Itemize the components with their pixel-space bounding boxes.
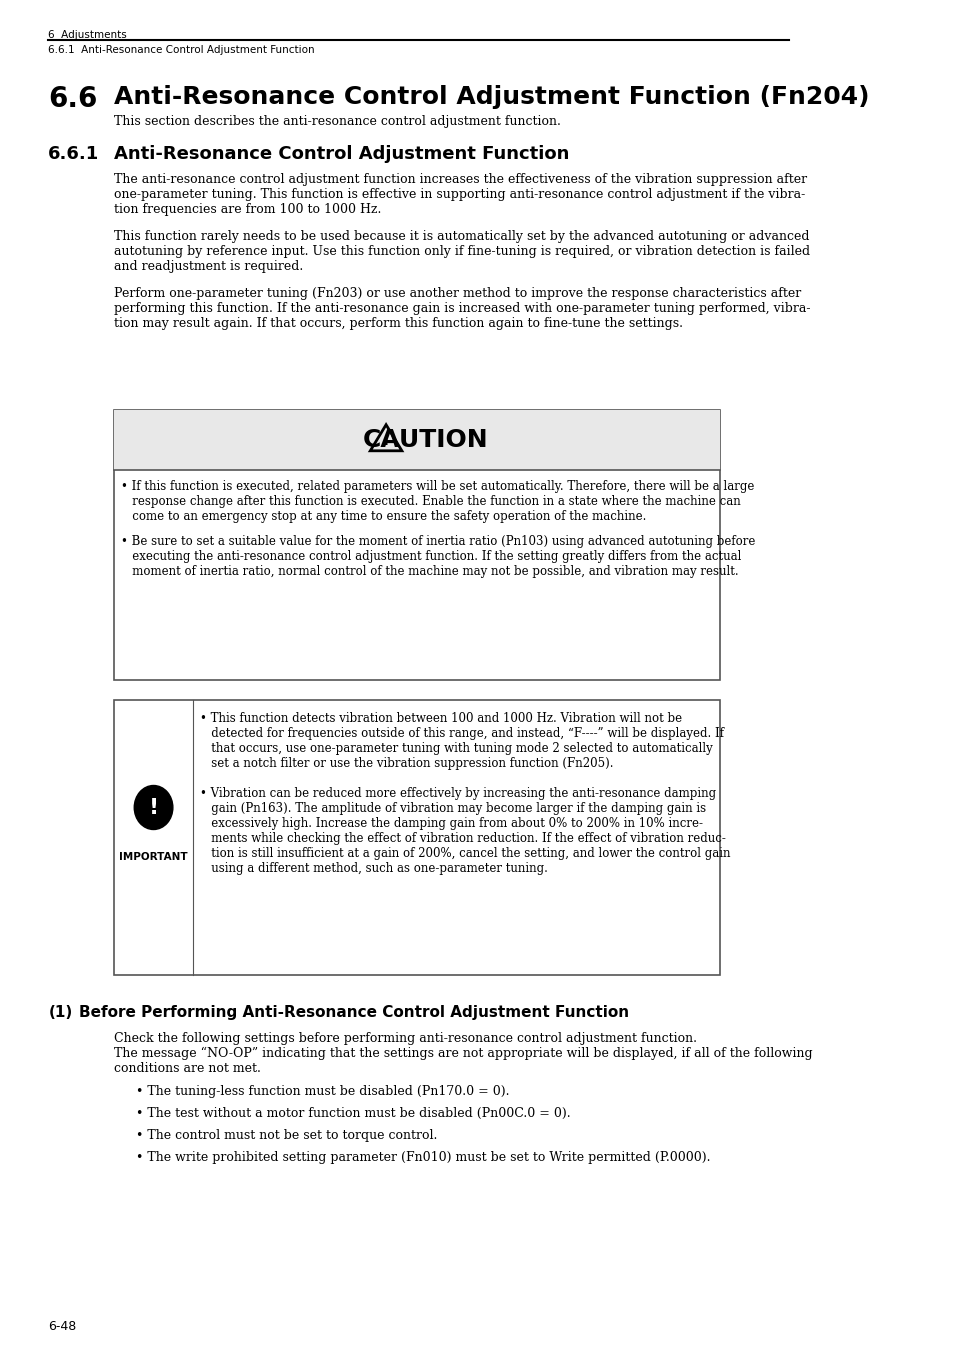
Text: Check the following settings before performing anti-resonance control adjustment: Check the following settings before perf…: [114, 1031, 812, 1076]
Text: • This function detects vibration between 100 and 1000 Hz. Vibration will not be: • This function detects vibration betwee…: [200, 711, 723, 770]
Text: Before Performing Anti-Resonance Control Adjustment Function: Before Performing Anti-Resonance Control…: [79, 1004, 628, 1021]
Text: IMPORTANT: IMPORTANT: [119, 852, 188, 863]
FancyBboxPatch shape: [114, 410, 719, 680]
Text: (1): (1): [49, 1004, 72, 1021]
Text: The anti-resonance control adjustment function increases the effectiveness of th: The anti-resonance control adjustment fu…: [114, 173, 806, 216]
Text: 6-48: 6-48: [49, 1320, 76, 1332]
FancyBboxPatch shape: [114, 701, 719, 975]
Text: • The test without a motor function must be disabled (Pn00C.0 = 0).: • The test without a motor function must…: [136, 1107, 570, 1120]
Text: 6  Adjustments: 6 Adjustments: [49, 30, 127, 40]
Text: !: !: [149, 798, 158, 818]
Text: 6.6.1: 6.6.1: [49, 144, 99, 163]
Text: • If this function is executed, related parameters will be set automatically. Th: • If this function is executed, related …: [121, 481, 754, 522]
Text: Anti-Resonance Control Adjustment Function: Anti-Resonance Control Adjustment Functi…: [114, 144, 569, 163]
Text: !: !: [382, 433, 389, 448]
Text: • The write prohibited setting parameter (Fn010) must be set to Write permitted : • The write prohibited setting parameter…: [136, 1152, 710, 1164]
Circle shape: [134, 786, 172, 829]
Text: Perform one-parameter tuning (Fn203) or use another method to improve the respon: Perform one-parameter tuning (Fn203) or …: [114, 288, 810, 329]
Text: Anti-Resonance Control Adjustment Function (Fn204): Anti-Resonance Control Adjustment Functi…: [114, 85, 868, 109]
FancyBboxPatch shape: [114, 410, 719, 470]
Text: This function rarely needs to be used because it is automatically set by the adv: This function rarely needs to be used be…: [114, 230, 809, 273]
Text: 6.6: 6.6: [49, 85, 97, 113]
Text: This section describes the anti-resonance control adjustment function.: This section describes the anti-resonanc…: [114, 115, 560, 128]
Text: • The tuning-less function must be disabled (Pn170.0 = 0).: • The tuning-less function must be disab…: [136, 1085, 509, 1098]
Text: • Vibration can be reduced more effectively by increasing the anti-resonance dam: • Vibration can be reduced more effectiv…: [200, 787, 730, 875]
Text: • Be sure to set a suitable value for the moment of inertia ratio (Pn103) using : • Be sure to set a suitable value for th…: [121, 535, 755, 578]
Text: • The control must not be set to torque control.: • The control must not be set to torque …: [136, 1129, 436, 1142]
Text: 6.6.1  Anti-Resonance Control Adjustment Function: 6.6.1 Anti-Resonance Control Adjustment …: [49, 45, 314, 55]
Text: CAUTION: CAUTION: [362, 428, 488, 452]
